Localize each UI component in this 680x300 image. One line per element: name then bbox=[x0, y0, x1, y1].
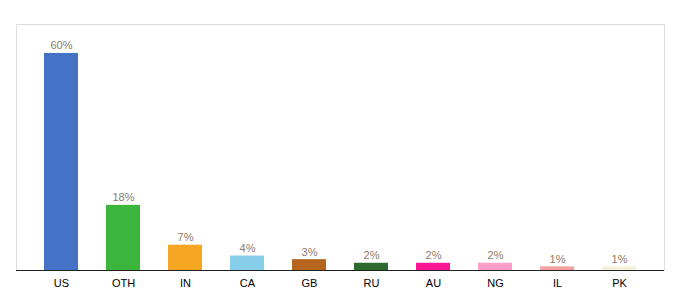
svg-text:2%: 2% bbox=[426, 249, 442, 261]
svg-text:OTH: OTH bbox=[112, 277, 135, 289]
svg-text:2%: 2% bbox=[488, 249, 504, 261]
svg-text:NG: NG bbox=[487, 277, 504, 289]
svg-text:1%: 1% bbox=[550, 253, 566, 265]
svg-text:GB: GB bbox=[302, 277, 318, 289]
svg-text:CA: CA bbox=[240, 277, 256, 289]
svg-text:3%: 3% bbox=[302, 246, 318, 258]
svg-text:60%: 60% bbox=[50, 39, 72, 51]
svg-text:PK: PK bbox=[612, 277, 627, 289]
svg-text:IL: IL bbox=[553, 277, 562, 289]
svg-text:1%: 1% bbox=[612, 253, 628, 265]
svg-text:RU: RU bbox=[364, 277, 380, 289]
svg-text:2%: 2% bbox=[364, 249, 380, 261]
svg-text:AU: AU bbox=[426, 277, 441, 289]
svg-text:7%: 7% bbox=[178, 231, 194, 243]
svg-text:US: US bbox=[54, 277, 69, 289]
svg-text:IN: IN bbox=[180, 277, 191, 289]
svg-text:18%: 18% bbox=[112, 191, 134, 203]
svg-text:4%: 4% bbox=[240, 242, 256, 254]
